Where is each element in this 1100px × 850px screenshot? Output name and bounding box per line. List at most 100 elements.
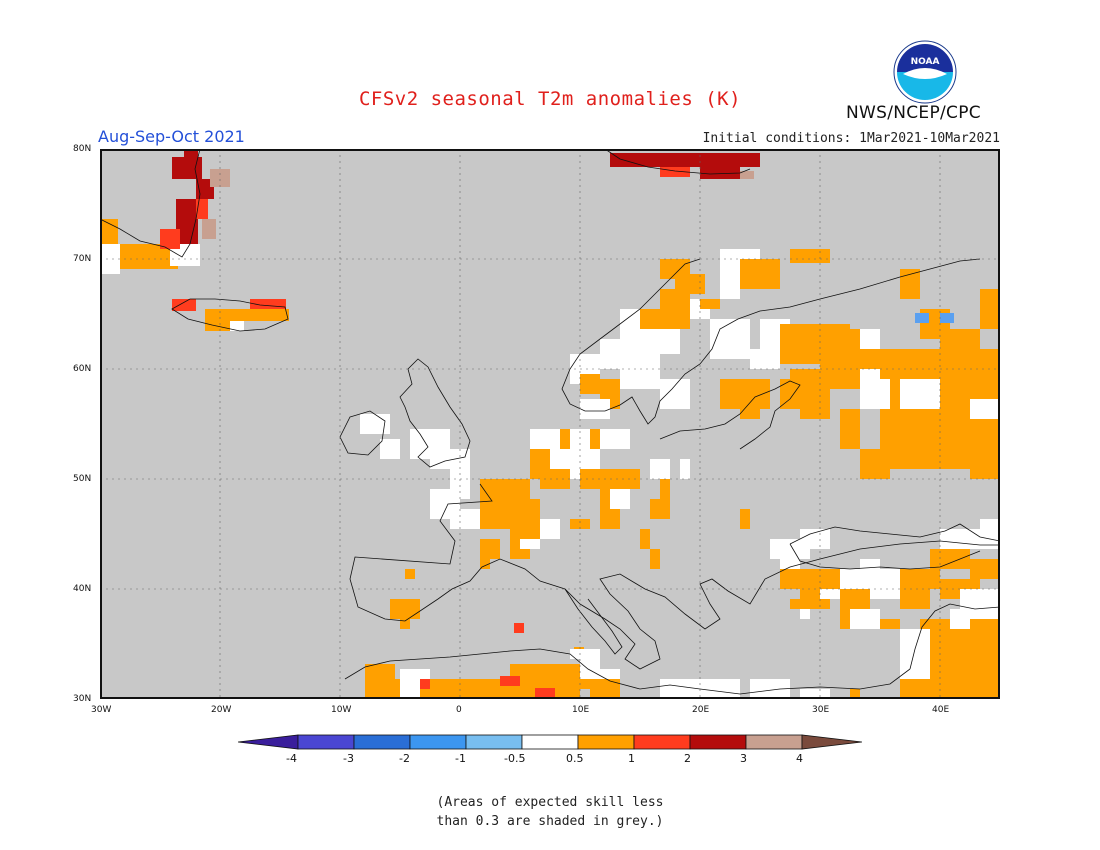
anomaly-cell (640, 529, 650, 549)
anomaly-cell (380, 439, 400, 459)
colorbar-label-2: 2 (684, 752, 691, 765)
north-africa-coast (344, 648, 911, 695)
colorbar-bin-0 (238, 734, 299, 750)
noaa-logo-text: NOAA (911, 57, 940, 67)
anomaly-cell (514, 623, 524, 633)
anomaly-cell (390, 599, 420, 619)
colorbar-bin-4 (465, 734, 523, 750)
anomaly-cell (980, 289, 1000, 329)
baltic-coast (659, 380, 801, 450)
map-frame (100, 149, 1000, 699)
anomaly-cell (850, 689, 860, 699)
anomaly-cell (970, 399, 1000, 419)
colorbar-label-minus-0-5: -0.5 (504, 752, 526, 765)
anomaly-cell (540, 469, 570, 489)
lon-label-20e: 20E (692, 705, 710, 715)
colorbar-bin-10 (801, 734, 862, 750)
anomaly-cell (980, 519, 1000, 539)
colorbar-bin-8 (689, 734, 747, 750)
coastlines (100, 149, 1000, 695)
anomaly-cell (900, 679, 920, 699)
anomaly-cell (230, 321, 244, 331)
anomaly-cell (800, 529, 830, 549)
svalbard-coast (604, 149, 751, 175)
anomaly-cell (580, 374, 600, 394)
anomaly-cell (600, 669, 620, 679)
anomaly-cell (860, 559, 880, 569)
lon-label-10e: 10E (572, 705, 590, 715)
anomaly-cell (400, 619, 410, 629)
chart-title: CFSv2 seasonal T2m anomalies (K) (358, 88, 742, 110)
anomaly-cell (660, 479, 670, 499)
anomaly-cell (380, 679, 400, 699)
colorbar-bin-9 (745, 734, 803, 750)
anomaly-cell (100, 244, 120, 274)
agency-label: NWS/NCEP/CPC (846, 103, 981, 123)
anomaly-cell (720, 249, 740, 299)
lat-label-30n: 30N (73, 694, 92, 704)
anomaly-cell (580, 659, 600, 679)
anomaly-cell (640, 309, 690, 329)
anomaly-cell (950, 609, 970, 629)
colorbar-bin-5 (521, 734, 579, 750)
anomaly-cell (360, 414, 390, 434)
anomaly-cell (170, 244, 200, 266)
anomaly-cell (850, 609, 880, 629)
colorbar-bin-2 (353, 734, 411, 750)
colorbar-label-minus-3: -3 (343, 752, 354, 765)
anomaly-cell (800, 689, 830, 699)
colorbar-label-4: 4 (796, 752, 803, 765)
anomaly-cell (600, 429, 630, 449)
anomaly-cell (520, 539, 540, 549)
black-sea-coast (789, 523, 1000, 570)
anomaly-cell (915, 313, 929, 323)
anomaly-cell (570, 649, 600, 659)
anomaly-cell (650, 459, 670, 479)
anomaly-cell (184, 149, 198, 159)
greenland-coast (100, 149, 201, 258)
anomaly-cell (480, 539, 500, 559)
anomaly-cell (610, 489, 630, 509)
anomaly-cell (500, 676, 520, 686)
colorbar-bin-6 (577, 734, 635, 750)
anomaly-cell (740, 171, 754, 179)
anomaly-cell (900, 379, 940, 409)
anomaly-cell (970, 449, 1000, 479)
anomaly-cell (880, 619, 900, 629)
lon-label-30e: 30E (812, 705, 830, 715)
colorbar-bin-7 (633, 734, 691, 750)
levant-coast (909, 603, 1000, 670)
anomaly-cell (196, 199, 208, 219)
lon-label-10w: 10W (331, 705, 352, 715)
anomaly-cell (660, 679, 700, 699)
anomaly-cell (800, 379, 830, 419)
great-britain-coast (399, 358, 471, 468)
anomaly-cell (600, 509, 620, 529)
colorbar-label-3: 3 (740, 752, 747, 765)
anomaly-cell (196, 179, 214, 199)
anomaly-cell (860, 329, 880, 349)
lon-label-30w: 30W (91, 705, 112, 715)
anomaly-cell (172, 299, 196, 311)
anomaly-cell (860, 379, 890, 409)
anomaly-cell (600, 339, 630, 369)
anomaly-cell (660, 379, 690, 409)
italy-coast (564, 588, 623, 655)
anomaly-cell (160, 229, 180, 249)
anomaly-cell (740, 509, 750, 529)
anomaly-cell (660, 167, 690, 177)
anomaly-cell (570, 519, 590, 529)
anomaly-cell (710, 319, 750, 359)
anomaly-cell (700, 679, 740, 699)
colorbar-label-1: 1 (628, 752, 635, 765)
anomaly-cell (100, 219, 118, 249)
anomaly-cell (900, 629, 930, 679)
anomaly-cell (430, 449, 470, 469)
colorbar-label-0-5: 0.5 (566, 752, 584, 765)
anomaly-cell (520, 549, 530, 559)
anomaly-cell (510, 664, 580, 684)
anomaly-cell (420, 679, 430, 689)
anomaly-map (100, 149, 1000, 699)
gridlines (100, 149, 1000, 699)
anomaly-cell (172, 157, 202, 179)
